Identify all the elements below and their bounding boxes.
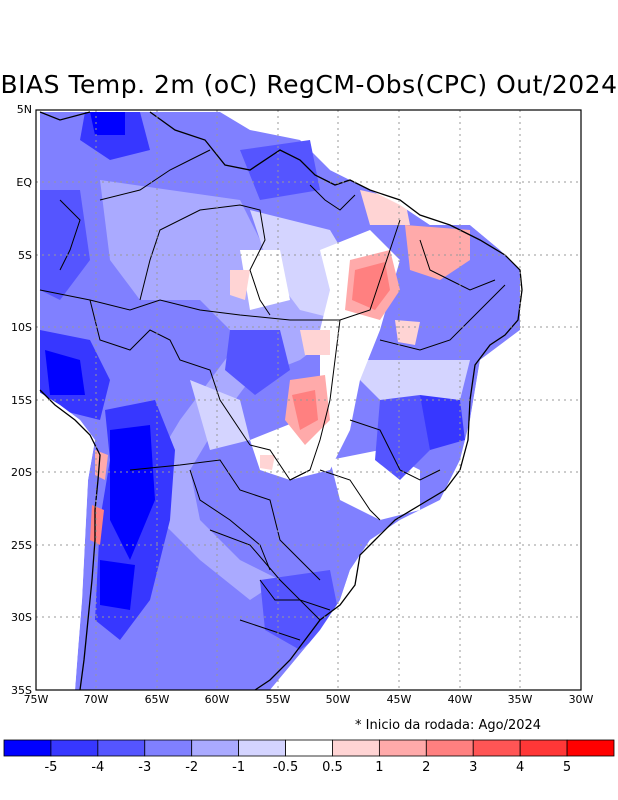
positive-region [405, 225, 470, 280]
lat-label: 30S [11, 611, 32, 624]
colorbar-swatch [519, 739, 568, 757]
colorbar-tick-label: 4 [516, 760, 524, 775]
colorbar-tick-label: -0.5 [273, 760, 298, 775]
strong-negative [225, 330, 290, 395]
colorbar-swatch [566, 739, 615, 757]
light-region [190, 380, 250, 450]
positive-region [300, 330, 330, 355]
lon-label: 35W [508, 693, 533, 706]
lon-label: 55W [266, 693, 291, 706]
strong-negative [375, 395, 430, 480]
lat-label: 10S [11, 321, 32, 334]
positive-region [292, 390, 318, 430]
lat-label: EQ [16, 176, 32, 189]
strong-negative [240, 140, 320, 200]
colorbar-tick-label: -3 [138, 760, 151, 775]
positive-region [352, 262, 390, 310]
strong-negative [110, 425, 155, 560]
lat-label: 25S [11, 539, 32, 552]
positive-region [230, 270, 250, 300]
colorbar-swatch [3, 739, 52, 757]
lat-label: 5N [17, 103, 32, 116]
ocean [270, 112, 581, 690]
run-note: * Inicio da rodada: Ago/2024 [355, 718, 542, 733]
colorbar-tick-label: 3 [469, 760, 477, 775]
positive-region [395, 320, 420, 345]
lon-label: 60W [205, 693, 230, 706]
lon-label: 40W [448, 693, 473, 706]
lat-label: 5S [18, 249, 32, 262]
ocean [36, 390, 95, 690]
map-frame [35, 109, 582, 691]
colorbar-tick-label: -5 [44, 760, 57, 775]
lon-axis: 75W 70W 65W 60W 55W 50W 45W 40W 35W 30W [24, 693, 594, 706]
positive-region [90, 505, 104, 545]
lon-label: 75W [24, 693, 49, 706]
lat-label: 35S [11, 684, 32, 697]
colorbar-swatch [285, 739, 333, 757]
lat-axis: 5N EQ 5S 10S 15S 20S 25S 30S 35S [11, 103, 32, 697]
strong-negative [90, 112, 125, 135]
colorbar-swatch [238, 739, 286, 757]
colorbar-tick-label: 5 [563, 760, 571, 775]
lon-label: 65W [145, 693, 170, 706]
colorbar-swatch [425, 739, 474, 757]
colorbar-swatch [144, 739, 193, 757]
colorbar-tick-label: -1 [232, 760, 245, 775]
lat-label: 15S [11, 394, 32, 407]
map-title: BIAS Temp. 2m (oC) RegCM-Obs(CPC) Out/20… [0, 70, 618, 99]
colorbar-swatch [378, 739, 427, 757]
lon-label: 70W [84, 693, 109, 706]
colorbar-tick-label: 0.5 [322, 760, 343, 775]
grid [36, 110, 581, 690]
strong-negative [100, 560, 135, 610]
lon-label: 45W [387, 693, 412, 706]
colorbar-swatch [50, 739, 99, 757]
lat-label: 20S [11, 466, 32, 479]
colorbar-tick-label: 1 [375, 760, 383, 775]
lon-label: 50W [326, 693, 351, 706]
colorbar-swatch [332, 739, 380, 757]
strong-negative [45, 350, 85, 395]
positive-region [260, 455, 275, 470]
colorbar-tick-label: -4 [91, 760, 104, 775]
colorbar-swatch [472, 739, 521, 757]
colorbar-tick-label: -2 [185, 760, 198, 775]
colorbar-swatch [97, 739, 146, 757]
colorbar: -5 -4 -3 -2 -1 -0.5 0.5 1 2 3 4 5 [3, 739, 615, 775]
colorbar-tick-label: 2 [422, 760, 430, 775]
colorbar-swatch [191, 739, 240, 757]
lon-label: 30W [569, 693, 594, 706]
